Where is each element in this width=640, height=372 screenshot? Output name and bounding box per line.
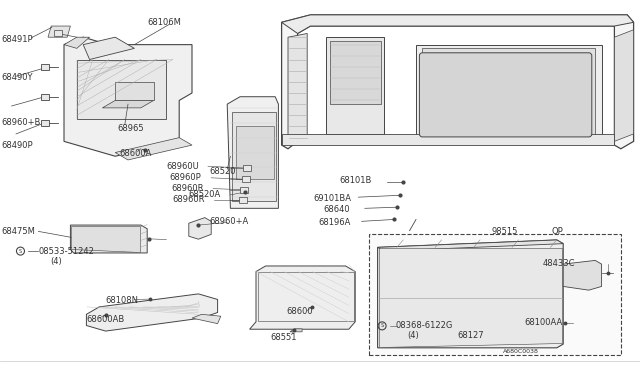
- Bar: [54, 31, 61, 36]
- Polygon shape: [614, 30, 634, 141]
- Text: 68520A: 68520A: [189, 190, 221, 199]
- Text: (4): (4): [407, 331, 419, 340]
- Polygon shape: [227, 97, 278, 208]
- Text: 68108N: 68108N: [106, 296, 139, 305]
- Polygon shape: [115, 82, 154, 100]
- Text: A680C0038: A680C0038: [503, 349, 539, 354]
- Polygon shape: [86, 294, 218, 331]
- Text: 68960U: 68960U: [166, 162, 199, 171]
- Text: 68600: 68600: [287, 307, 314, 316]
- Text: OP: OP: [552, 227, 563, 236]
- Text: 68960P: 68960P: [170, 173, 202, 182]
- Polygon shape: [379, 248, 562, 347]
- Polygon shape: [189, 218, 211, 239]
- Polygon shape: [282, 15, 634, 149]
- Text: 68960R: 68960R: [173, 195, 205, 204]
- Text: 68490P: 68490P: [1, 141, 33, 150]
- Text: 68196A: 68196A: [318, 218, 351, 227]
- Polygon shape: [250, 266, 355, 329]
- Text: 98515: 98515: [492, 227, 518, 236]
- Text: 68100AA: 68100AA: [525, 318, 563, 327]
- Text: 48433C: 48433C: [543, 259, 575, 267]
- Text: S: S: [381, 323, 383, 328]
- Text: 68101B: 68101B: [339, 176, 372, 185]
- Polygon shape: [77, 60, 166, 119]
- Bar: [41, 64, 49, 70]
- Text: 68475M: 68475M: [1, 227, 35, 236]
- Text: 68960+A: 68960+A: [209, 217, 248, 226]
- Text: 68960R: 68960R: [172, 184, 204, 193]
- Polygon shape: [378, 240, 563, 348]
- Polygon shape: [369, 234, 621, 355]
- FancyBboxPatch shape: [419, 53, 592, 137]
- Polygon shape: [330, 41, 381, 104]
- Text: 69101BA: 69101BA: [314, 194, 351, 203]
- Bar: [41, 120, 49, 126]
- Text: 68520: 68520: [209, 167, 236, 176]
- Bar: [240, 187, 248, 193]
- Text: 68491P: 68491P: [1, 35, 33, 44]
- Polygon shape: [290, 329, 302, 332]
- Text: 68965: 68965: [117, 124, 144, 133]
- Polygon shape: [71, 226, 140, 252]
- Bar: [239, 197, 247, 203]
- Polygon shape: [326, 37, 384, 134]
- Text: (4): (4): [50, 257, 61, 266]
- Text: 68640: 68640: [324, 205, 351, 214]
- Bar: [242, 176, 250, 182]
- Text: 68106M: 68106M: [147, 18, 181, 27]
- Polygon shape: [232, 112, 276, 201]
- Polygon shape: [115, 138, 192, 160]
- Text: 68127: 68127: [457, 331, 484, 340]
- Bar: [243, 165, 251, 171]
- Polygon shape: [422, 48, 595, 138]
- Polygon shape: [64, 37, 192, 156]
- Polygon shape: [288, 33, 307, 141]
- Polygon shape: [563, 260, 602, 290]
- Polygon shape: [282, 15, 634, 33]
- Text: 68490Y: 68490Y: [1, 73, 33, 82]
- Polygon shape: [282, 134, 614, 145]
- Text: 68960+B: 68960+B: [1, 118, 41, 126]
- Polygon shape: [416, 45, 602, 141]
- Polygon shape: [102, 100, 154, 108]
- Text: S: S: [19, 248, 22, 254]
- Polygon shape: [83, 37, 134, 60]
- Polygon shape: [70, 225, 147, 253]
- Bar: [41, 94, 49, 100]
- Text: 68600A: 68600A: [120, 149, 152, 158]
- Polygon shape: [64, 37, 90, 48]
- Text: 08368-6122G: 08368-6122G: [396, 321, 453, 330]
- Polygon shape: [192, 314, 221, 324]
- Text: 68600AB: 68600AB: [86, 315, 125, 324]
- Polygon shape: [236, 126, 274, 179]
- Text: 08533-51242: 08533-51242: [38, 247, 94, 256]
- Text: 68551: 68551: [271, 333, 297, 341]
- Polygon shape: [378, 240, 563, 251]
- Polygon shape: [48, 26, 70, 37]
